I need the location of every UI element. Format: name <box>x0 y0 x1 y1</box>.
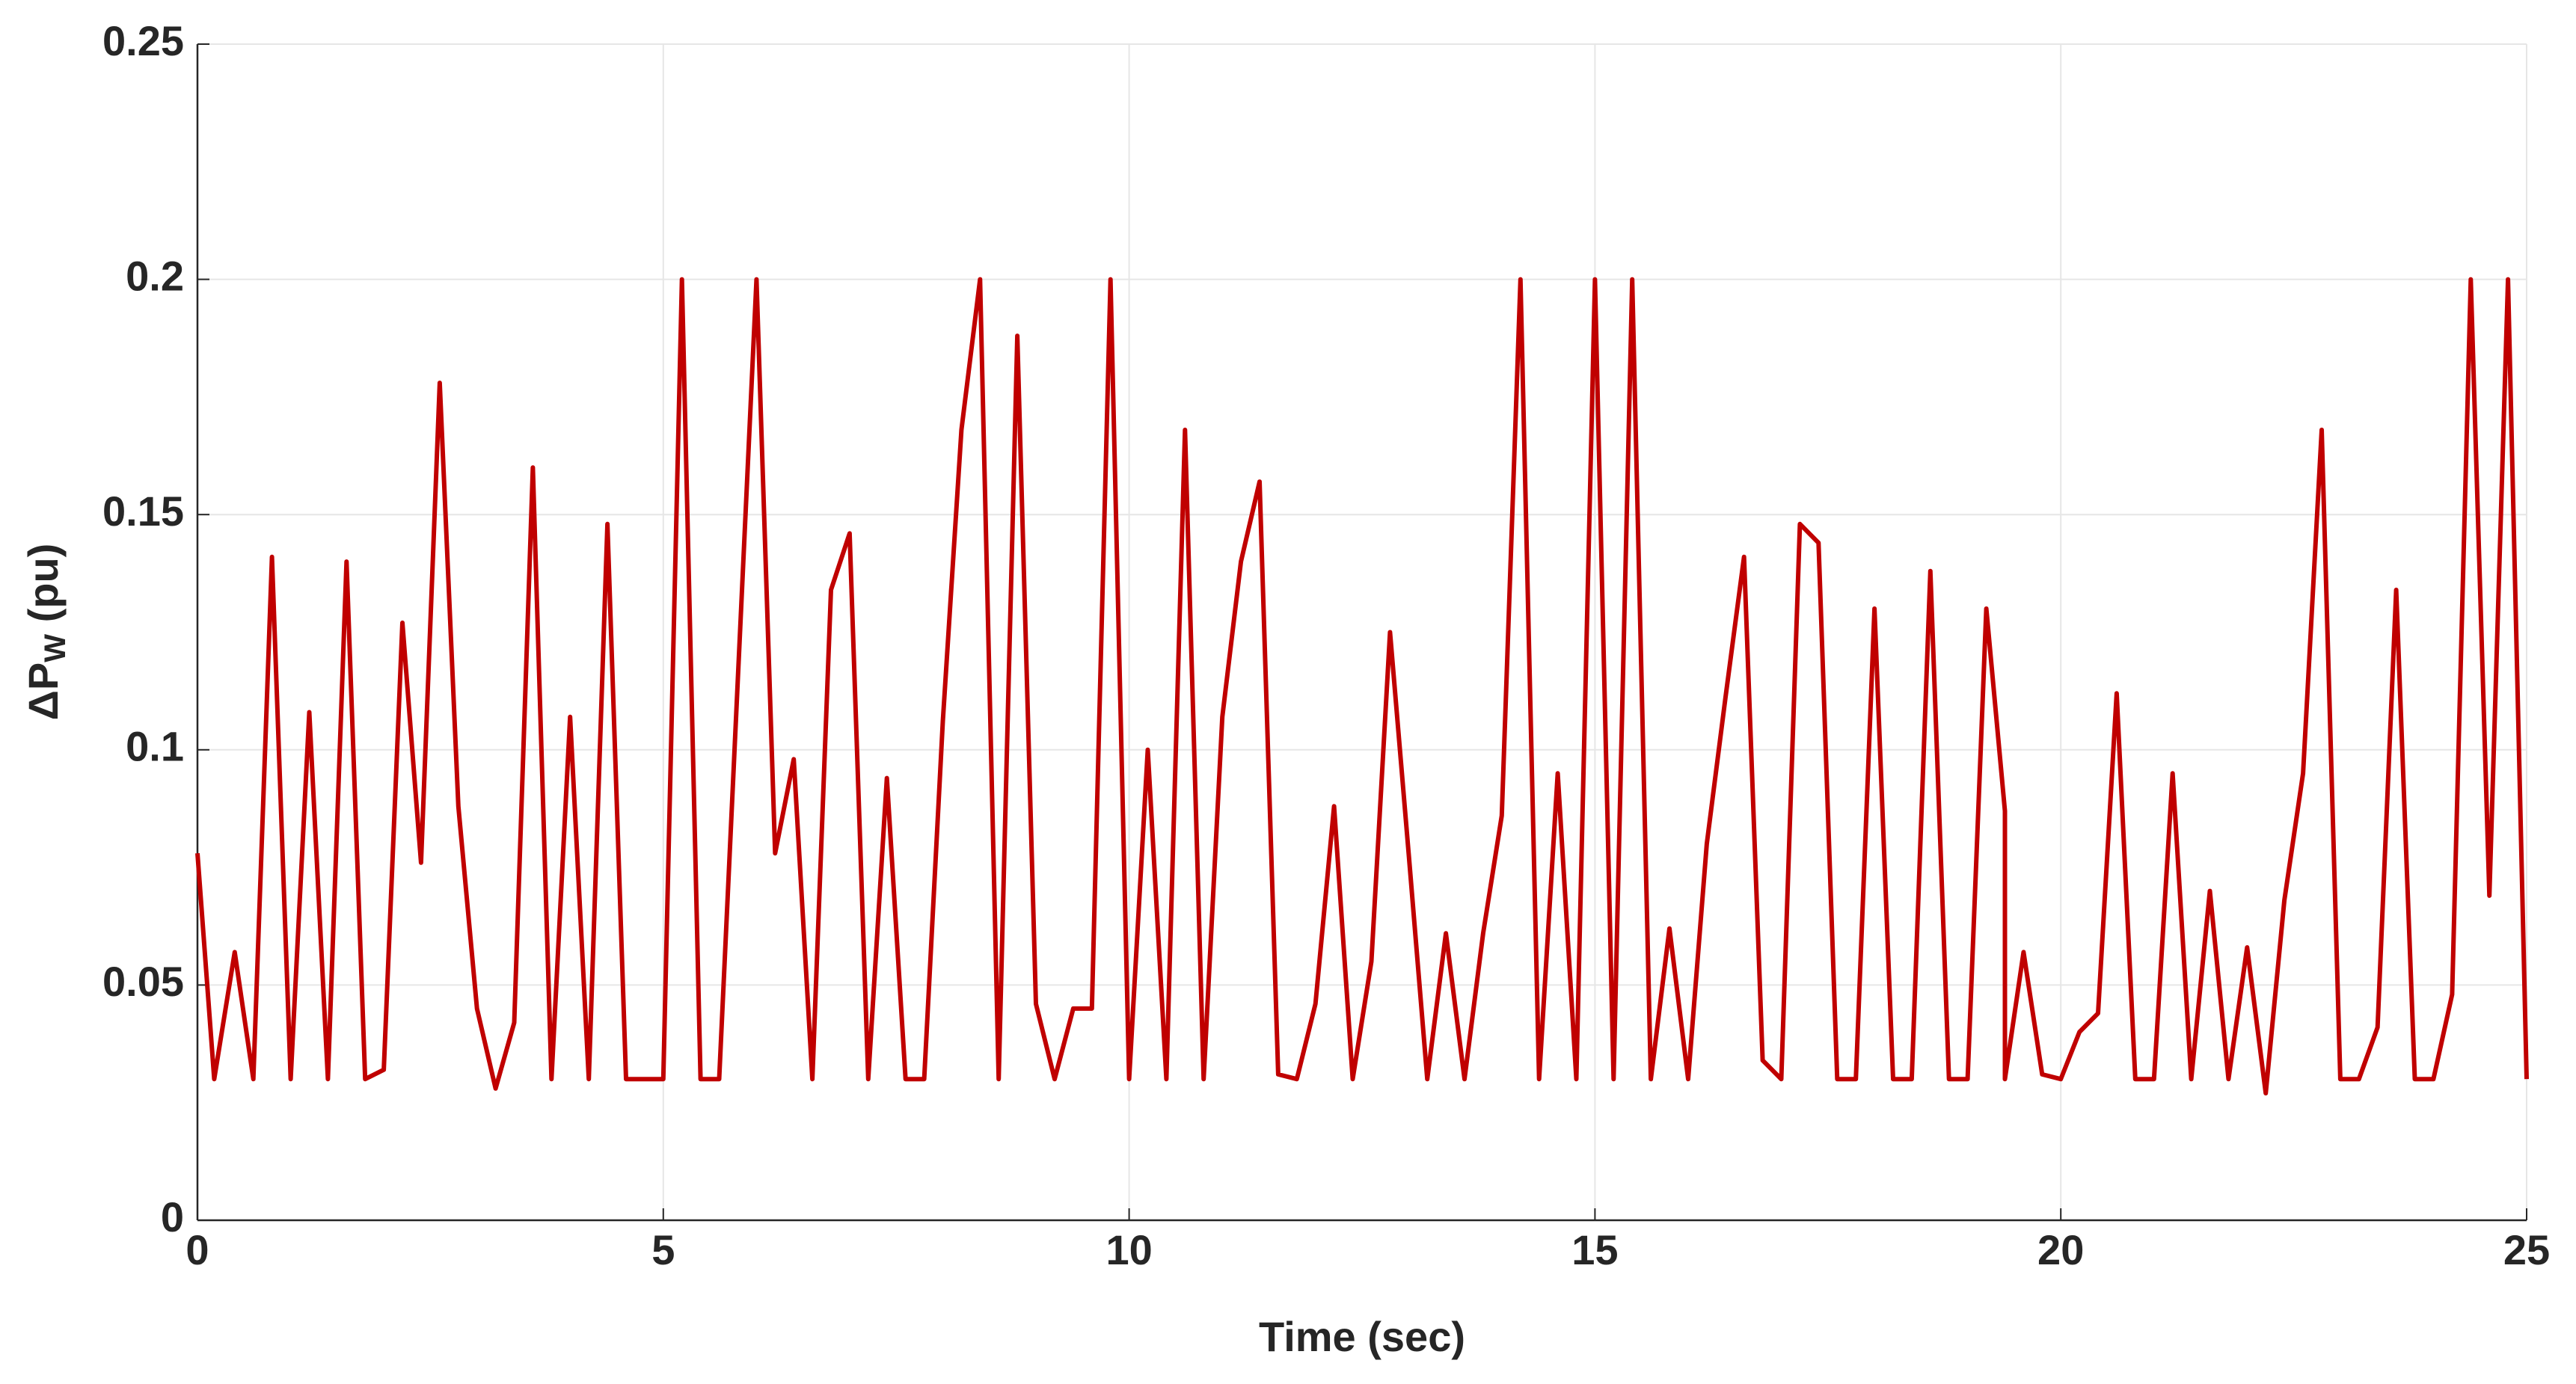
x-tick-label: 10 <box>1105 1226 1152 1273</box>
y-tick-label: 0.2 <box>126 252 184 299</box>
y-label-suffix: (pu) <box>19 544 67 634</box>
x-tick-label: 25 <box>2503 1226 2550 1273</box>
data-line <box>195 277 2529 1096</box>
y-tick-label: 0.1 <box>126 723 184 770</box>
y-tick-label: 0 <box>161 1193 184 1240</box>
y-tick-label: 0.25 <box>102 17 184 64</box>
y-tick-label: 0.05 <box>102 958 184 1005</box>
y-label-sub: W <box>39 634 72 662</box>
x-tick-label: 0 <box>185 1226 209 1273</box>
x-tick-label: 5 <box>651 1226 675 1273</box>
x-tick-label: 20 <box>2037 1226 2084 1273</box>
y-tick-label: 0.15 <box>102 488 184 535</box>
x-axis-label: Time (sec) <box>1259 1313 1465 1360</box>
y-axis-label: ΔPW (pu) <box>19 544 72 721</box>
y-label-main: ΔP <box>19 662 67 721</box>
x-tick-label: 15 <box>1571 1226 1618 1273</box>
